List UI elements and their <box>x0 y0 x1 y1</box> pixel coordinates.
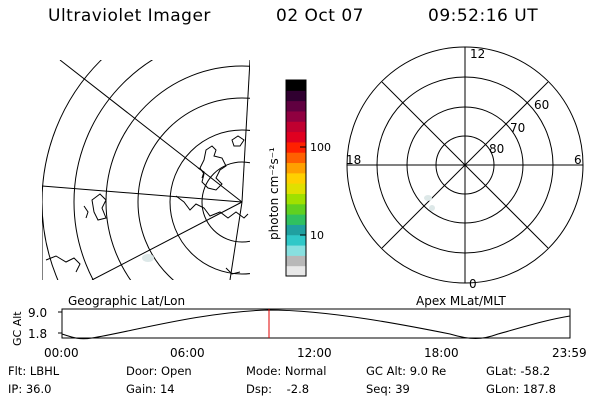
altitude-xtick: 18:00 <box>424 346 459 360</box>
seq-info: Seq: 39 <box>366 382 410 396</box>
coastline <box>197 167 205 179</box>
colorbar-segment <box>286 172 306 184</box>
mlat-label-70: 70 <box>510 121 525 135</box>
mlt-line <box>381 81 549 249</box>
mlat-label-60: 60 <box>534 98 549 112</box>
altitude-curve <box>61 309 571 340</box>
colorbar-segment <box>286 152 306 164</box>
coastline <box>175 195 249 219</box>
lat-circle <box>169 129 250 275</box>
instrument-title: Ultraviolet Imager <box>48 6 211 26</box>
meridian-line <box>241 60 250 203</box>
altitude-ytick-9: 9.0 <box>28 306 47 320</box>
filter-info: Flt: LBHL <box>8 364 60 378</box>
magnetic-polar-plot: 12 18 6 0 60 70 80 <box>346 46 584 291</box>
door-info: Door: Open <box>126 364 192 378</box>
mlat-label-80: 80 <box>489 142 504 156</box>
lat-circle <box>137 97 250 280</box>
altitude-xtick: 06:00 <box>170 346 205 360</box>
mlt-label-12: 12 <box>470 47 485 61</box>
meridian-line <box>59 60 243 203</box>
date-label: 02 Oct 07 <box>276 6 364 26</box>
coastline <box>91 193 107 221</box>
altitude-plot-frame <box>61 308 571 339</box>
left-panel-label: Geographic Lat/Lon <box>68 294 186 308</box>
colorbar-segment <box>286 162 306 174</box>
colorbar-frame <box>285 79 307 277</box>
gain-info: Gain: 14 <box>126 382 175 396</box>
colorbar-segment <box>286 131 306 143</box>
colorbar-segment <box>286 234 306 246</box>
aurora-patch <box>142 254 154 262</box>
colorbar-segment <box>286 255 306 267</box>
mlt-label-6: 6 <box>574 153 582 167</box>
altitude-ylabel: GC Alt <box>11 311 24 346</box>
right-panel-label: Apex MLat/MLT <box>416 294 506 308</box>
colorbar-segment <box>286 90 306 102</box>
altitude-xtick: 12:00 <box>297 346 332 360</box>
colorbar-segment <box>286 183 306 194</box>
ip-info: IP: 36.0 <box>8 382 52 396</box>
lat-circle <box>73 60 154 280</box>
colorbar-segment <box>286 100 306 112</box>
gc-alt-info: GC Alt: 9.0 Re <box>366 364 447 378</box>
lat-circle <box>201 161 250 243</box>
colorbar-segment <box>286 193 306 205</box>
colorbar-tick-100: 100 <box>310 141 331 154</box>
coastline <box>83 205 89 219</box>
colorbar-segment <box>286 110 306 122</box>
mlt-label-18: 18 <box>346 153 361 167</box>
aurora-patch <box>429 205 435 211</box>
coastline <box>231 135 245 147</box>
altitude-xtick: 23:59 <box>552 346 587 360</box>
colorbar-segment <box>286 203 306 215</box>
colorbar-segment <box>286 80 306 91</box>
meridian-line <box>42 185 243 203</box>
colorbar-segment <box>286 265 306 277</box>
meridian-line <box>91 201 243 280</box>
glat-info: GLat: -58.2 <box>486 364 551 378</box>
glon-info: GLon: 187.8 <box>486 382 556 396</box>
mlt-label-0: 0 <box>469 277 477 291</box>
geographic-map <box>42 60 250 280</box>
aurora-patch <box>424 195 432 201</box>
colorbar-segment <box>286 121 306 133</box>
colorbar-segment <box>286 141 306 153</box>
colorbar: 100 10 photon cm⁻²s⁻¹ <box>267 79 331 277</box>
colorbar-segment <box>286 224 306 236</box>
mode-info: Mode: Normal <box>246 364 327 378</box>
coastline <box>225 267 241 275</box>
coastline <box>45 255 81 273</box>
altitude-xtick: 00:00 <box>44 346 79 360</box>
colorbar-segment <box>286 214 306 225</box>
lat-circle <box>105 65 250 280</box>
colorbar-tick-10: 10 <box>310 229 324 242</box>
colorbar-unit-label: photon cm⁻²s⁻¹ <box>267 147 281 240</box>
dsp-info: Dsp: -2.8 <box>246 382 310 396</box>
colorbar-segment <box>286 245 306 256</box>
altitude-plot: GC Alt 9.0 1.8 00:00 06:00 12:00 18:00 2… <box>11 306 587 360</box>
coastline <box>199 145 227 191</box>
time-label: 09:52:16 UT <box>428 6 539 26</box>
altitude-ytick-1.8: 1.8 <box>28 327 47 341</box>
